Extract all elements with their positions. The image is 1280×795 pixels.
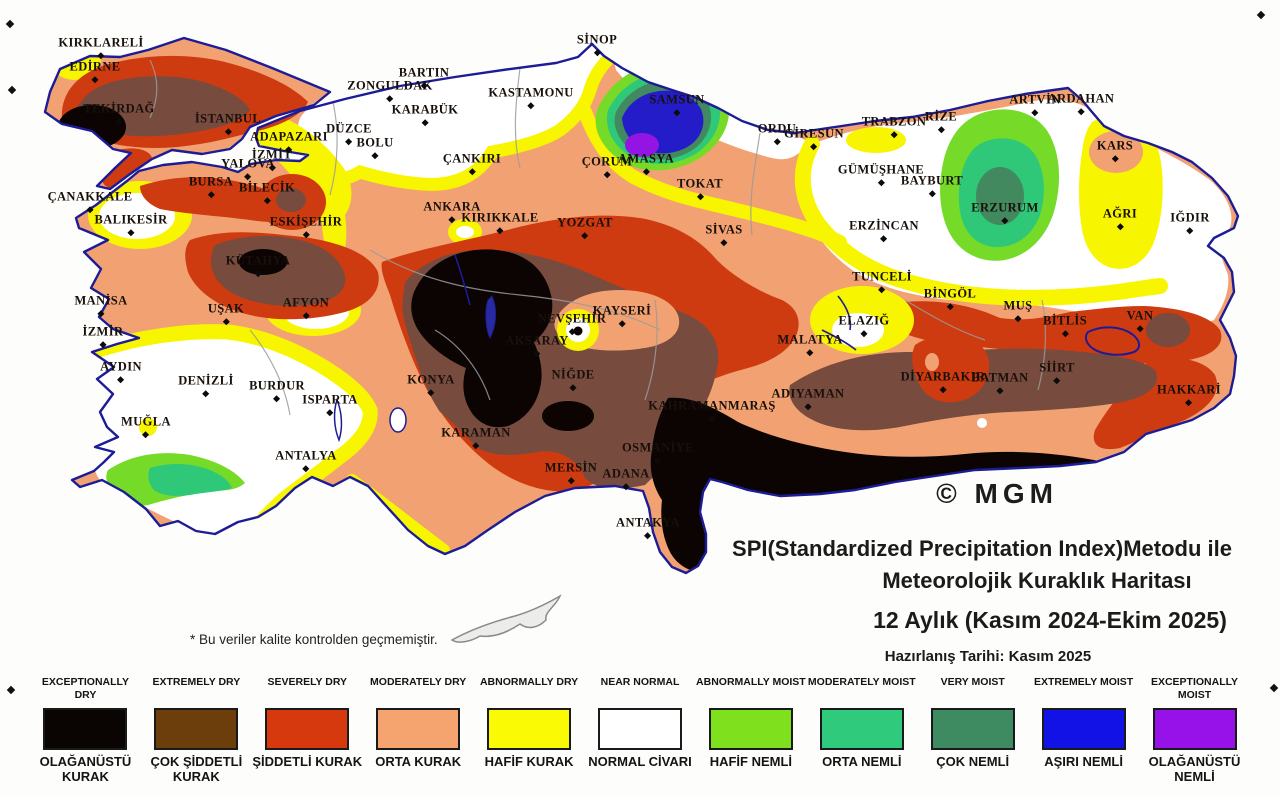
legend-item: SEVERELY DRY ŞİDDETLİ KURAK: [252, 676, 363, 795]
legend-label-tr: ŞİDDETLİ KURAK: [252, 754, 363, 769]
coastline-anatolia: [70, 42, 1240, 575]
map-title-line1: SPI(Standardized Precipitation Index)Met…: [732, 536, 1232, 561]
legend-label-tr: NORMAL CİVARI: [588, 754, 692, 769]
legend-color-swatch: [265, 708, 350, 750]
map-title-line3: 12 Aylık (Kasım 2024-Ekim 2025): [873, 607, 1227, 633]
legend-label-tr: HAFİF NEMLİ: [709, 754, 793, 769]
legend-item: ABNORMALLY DRY HAFİF KURAK: [474, 676, 585, 795]
zone-izmir-green-speck: [76, 416, 88, 424]
legend-label-tr: ÇOK ŞİDDETLİ KURAK: [150, 754, 243, 784]
legend-item: EXCEPTIONALLY MOIST OLAĞANÜSTÜ NEMLİ: [1139, 676, 1250, 795]
legend-label-tr: OLAĞANÜSTÜ NEMLİ: [1148, 754, 1241, 784]
cyprus-outline: [450, 594, 562, 643]
legend-color-swatch: [819, 708, 904, 750]
legend-label-en: MODERATELY MOIST: [807, 676, 916, 688]
lake-van: [1084, 326, 1140, 356]
zone-east-red: [877, 301, 1222, 364]
legend-label-tr: ÇOK NEMLİ: [936, 754, 1010, 769]
legend-label-en: ABNORMALLY DRY: [479, 676, 579, 688]
legend-label-en: EXTREMELY DRY: [152, 676, 241, 688]
legend-label-en: NEAR NORMAL: [600, 676, 680, 688]
zone-diyarbakir-red: [912, 334, 990, 403]
zone-trabzon-yellow: [846, 127, 906, 153]
zone-thrace-black: [58, 105, 126, 149]
legend-color-swatch: [1041, 708, 1126, 750]
legend-color-swatch: [376, 708, 461, 750]
legend-label-en: EXCEPTIONALLY MOIST: [1150, 676, 1239, 701]
legend-label-tr: ORTA NEMLİ: [822, 754, 902, 769]
legend-item: ABNORMALLY MOIST HAFİF NEMLİ: [695, 676, 806, 795]
legend-item: EXTREMELY MOIST AŞIRI NEMLİ: [1028, 676, 1139, 795]
map-title-prepared-date: Hazırlanış Tarihi: Kasım 2025: [884, 648, 1092, 665]
legend: EXCEPTIONALLY DRY OLAĞANÜSTÜ KURAK EXTRE…: [0, 672, 1280, 795]
zone-nw-yellow-band: [295, 47, 621, 191]
map-title-line2: Meteorolojik Kuraklık Haritası: [882, 568, 1192, 593]
keban-reservoir-2: [821, 329, 857, 351]
legend-label-en: EXCEPTIONALLY DRY: [41, 676, 130, 701]
legend-color-swatch: [708, 708, 793, 750]
lake-tuz: [485, 295, 497, 340]
zone-hakkari-red: [1093, 358, 1217, 450]
legend-color-swatch: [1152, 708, 1237, 750]
legend-color-swatch: [597, 708, 682, 750]
zone-kars-salmon: [1089, 131, 1143, 173]
legend-label-en: ABNORMALLY MOIST: [696, 676, 806, 688]
lake-beysehir: [389, 407, 407, 433]
legend-label-en: VERY MOIST: [940, 676, 1005, 688]
quality-note: * Bu veriler kalite kontrolden geçmemişt…: [190, 632, 438, 647]
zone-mugla-yellow: [139, 418, 157, 436]
zone-van-east-brown: [1146, 313, 1190, 347]
coastline-thrace: [43, 36, 332, 191]
legend-label-tr: AŞIRI NEMLİ: [1044, 754, 1123, 769]
mgm-watermark: © MGM: [936, 478, 1058, 509]
zone-kutahya-black: [239, 249, 287, 275]
legend-color-swatch: [930, 708, 1015, 750]
zone-central-black: [411, 249, 553, 428]
province-lines: [149, 59, 1047, 416]
legend-item: EXCEPTIONALLY DRY OLAĞANÜSTÜ KURAK: [30, 676, 141, 795]
legend-label-tr: HAFİF KURAK: [484, 754, 574, 769]
legend-label-en: SEVERELY DRY: [267, 676, 348, 688]
zone-erzurum-darkgreen: [976, 167, 1024, 225]
zone-diyarbakir-salmon: [925, 353, 939, 371]
zone-elazig-white: [832, 313, 884, 347]
lakes-rivers: [333, 254, 1140, 443]
legend-item: MODERATELY MOIST ORTA NEMLİ: [806, 676, 917, 795]
legend-label-tr: OLAĞANÜSTÜ KURAK: [39, 754, 132, 784]
legend-item: VERY MOIST ÇOK NEMLİ: [917, 676, 1028, 795]
legend-label-en: MODERATELY DRY: [370, 676, 467, 688]
turkey-drought-map: [43, 36, 1240, 643]
zone-istanbul-yellow: [225, 110, 352, 270]
river-kizilirmak: [454, 254, 471, 306]
zone-nevsehir-dot: [573, 326, 583, 336]
legend-label-en: EXTREMELY MOIST: [1034, 676, 1134, 688]
legend-color-swatch: [487, 708, 572, 750]
zone-kirikkale-white: [456, 226, 474, 238]
zone-samsun-purple: [625, 133, 659, 157]
legend-color-swatch: [43, 708, 128, 750]
keban-reservoir-1: [837, 295, 852, 331]
legend-item: NEAR NORMAL NORMAL CİVARI: [585, 676, 696, 795]
zone-sw-mediumgreen: [148, 464, 232, 496]
legend-item: EXTREMELY DRY ÇOK ŞİDDETLİ KURAK: [141, 676, 252, 795]
zone-small-donut-white: [977, 418, 987, 428]
zone-ne-yellow-band: [794, 136, 1168, 306]
legend-color-swatch: [154, 708, 239, 750]
legend-label-tr: ORTA KURAK: [375, 754, 462, 769]
zone-nigde-black: [542, 401, 594, 431]
zone-bilecik-brown: [276, 188, 306, 212]
lake-egirdir: [333, 397, 343, 443]
legend-item: MODERATELY DRY ORTA KURAK: [363, 676, 474, 795]
zone-tokat-yellow-band: [578, 105, 847, 249]
